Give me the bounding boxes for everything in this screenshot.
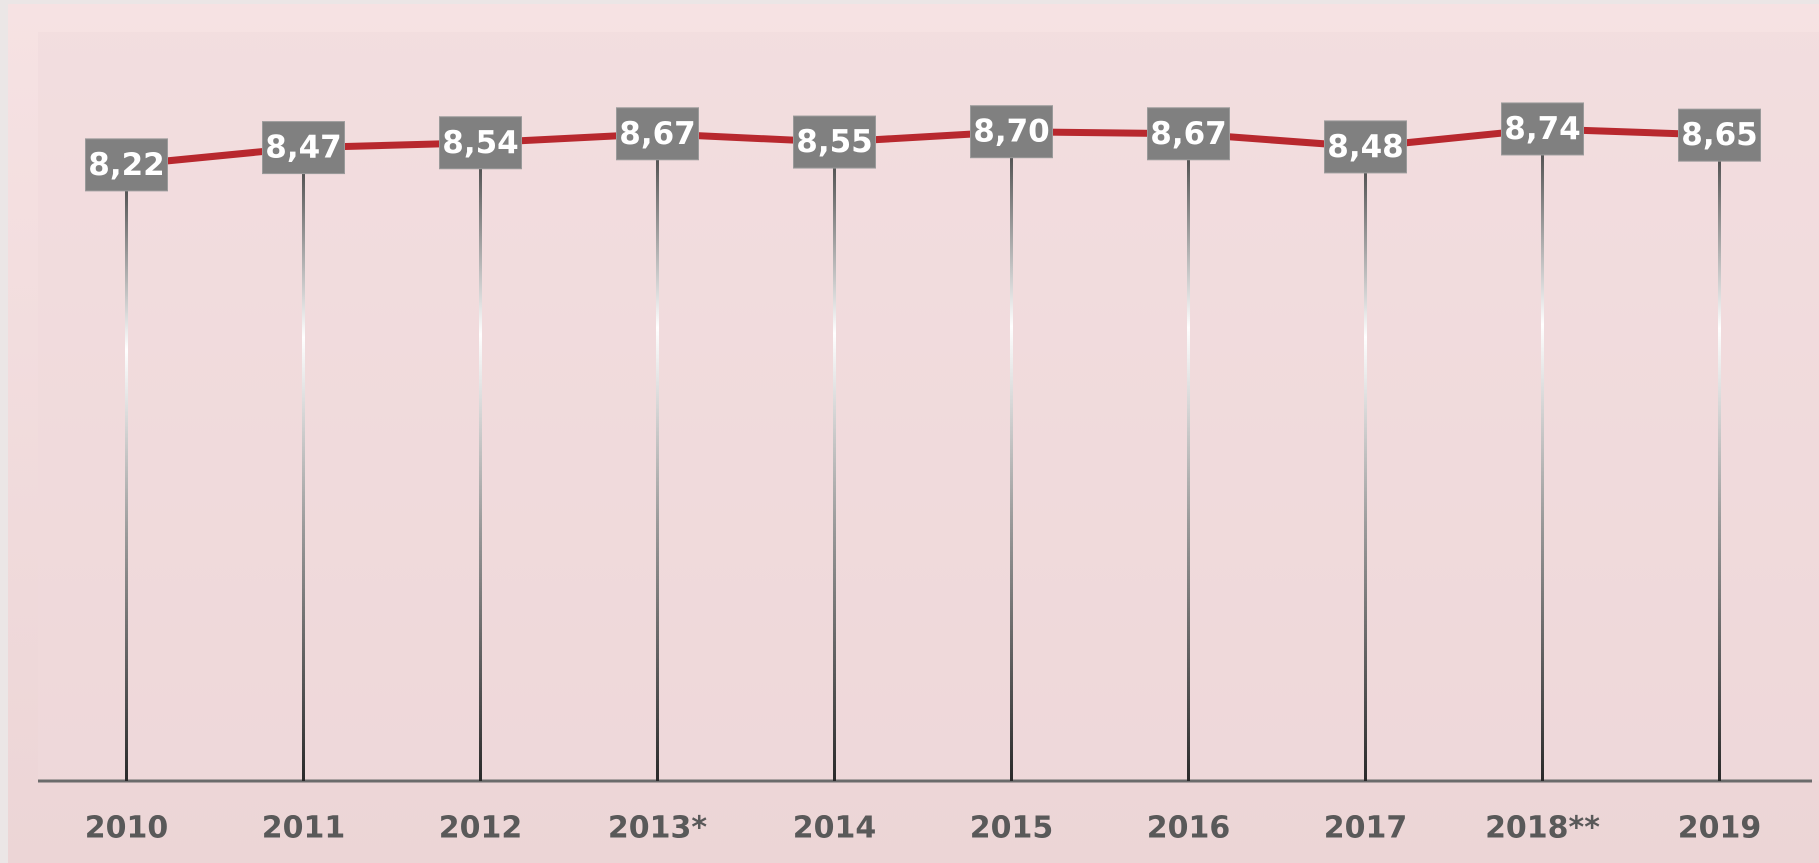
value-label-box — [1147, 107, 1230, 161]
value-label-box — [793, 115, 876, 169]
value-label: 8,65 — [1681, 117, 1758, 153]
value-label-box — [85, 138, 168, 192]
drop-line — [833, 142, 836, 781]
x-tick-label: 2011 — [262, 811, 346, 846]
drop-line — [1364, 146, 1367, 781]
value-label: 8,67 — [1150, 116, 1227, 152]
x-tick-label: 2019 — [1678, 811, 1762, 846]
drop-line — [1010, 131, 1013, 781]
value-label-box — [616, 107, 699, 161]
value-label: 8,67 — [619, 116, 696, 152]
x-tick-label: 2012 — [439, 811, 523, 846]
drop-line — [125, 164, 128, 781]
value-label: 8,47 — [265, 130, 342, 166]
x-tick-label: 2018** — [1485, 811, 1600, 846]
value-label-box — [970, 105, 1053, 159]
value-label-box — [439, 116, 522, 170]
value-label: 8,70 — [973, 114, 1050, 150]
value-label-box — [1324, 120, 1407, 174]
value-label: 8,48 — [1327, 129, 1404, 165]
drop-line — [656, 133, 659, 781]
value-label: 8,54 — [442, 125, 519, 161]
x-tick-label: 2017 — [1324, 811, 1408, 846]
x-tick-label: 2015 — [970, 811, 1054, 846]
value-label: 8,22 — [88, 147, 165, 183]
drop-line — [1718, 135, 1721, 781]
value-label: 8,55 — [796, 124, 873, 160]
value-label: 8,74 — [1504, 111, 1581, 147]
drop-line — [302, 147, 305, 781]
drop-line — [1541, 128, 1544, 781]
x-tick-label: 2014 — [793, 811, 877, 846]
x-tick-label: 2013* — [608, 811, 707, 846]
value-label-box — [262, 121, 345, 175]
drop-line — [1187, 133, 1190, 781]
value-label-box — [1501, 102, 1584, 156]
drop-line — [479, 142, 482, 781]
x-tick-label: 2010 — [85, 811, 169, 846]
line-series — [126, 125, 1720, 169]
value-label-box — [1678, 108, 1761, 162]
x-tick-label: 2016 — [1147, 811, 1231, 846]
